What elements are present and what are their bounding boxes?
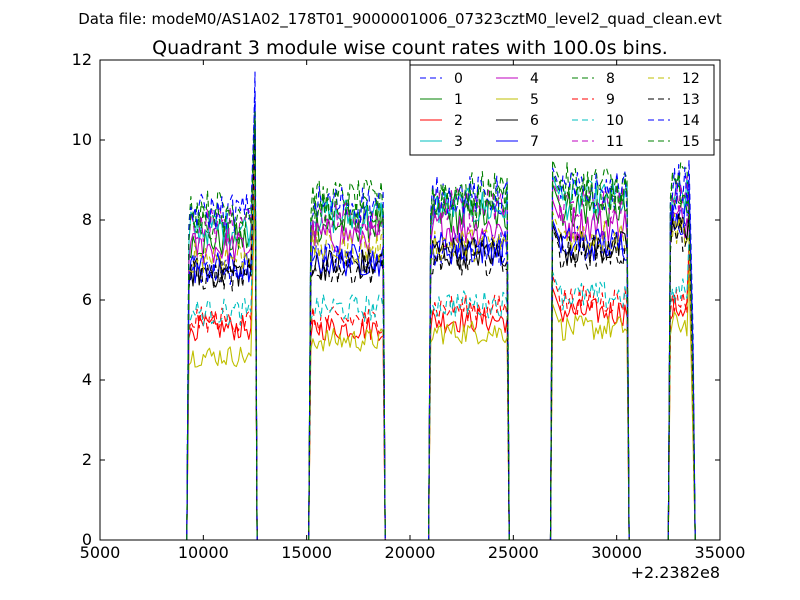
legend-label-12: 12 [682,71,700,87]
x-tick-label: 35000 [695,543,746,562]
series-line-9 [186,155,696,540]
x-tick-label: 20000 [385,543,436,562]
y-tick-label: 4 [82,370,92,389]
y-tick-label: 8 [82,210,92,229]
x-tick-label: 30000 [591,543,642,562]
legend-label-4: 4 [530,71,539,87]
legend-box [409,64,715,156]
legend-label-11: 11 [606,134,624,150]
x-tick-label: 25000 [488,543,539,562]
x-tick-label: 10000 [178,543,229,562]
series-layer [186,71,696,540]
legend-label-3: 3 [454,134,463,150]
legend-label-14: 14 [682,113,700,129]
series-line-2 [186,159,696,540]
legend-label-2: 2 [454,113,463,129]
series-line-7 [186,103,696,540]
x-tick-label: 15000 [281,543,332,562]
y-tick-label: 2 [82,450,92,469]
axis-ticks: 5000 10000 15000 20000 25000 30000 35000 0 2 4 6 8 1… [72,50,746,562]
legend-label-1: 1 [454,92,463,108]
y-tick-label: 0 [82,530,92,549]
y-tick-label: 12 [72,50,92,69]
series-line-14 [186,91,696,540]
legend-label-9: 9 [606,92,615,108]
series-line-8 [186,119,696,540]
legend-label-7: 7 [530,134,539,150]
series-line-5 [186,179,696,540]
legend-label-6: 6 [530,113,539,129]
x-offset-label: +2.2382e8 [631,563,720,582]
series-line-13 [186,127,696,540]
legend-label-5: 5 [530,92,539,108]
legend-label-10: 10 [606,113,624,129]
series-line-0 [186,71,696,540]
y-tick-label: 6 [82,290,92,309]
y-tick-label: 10 [72,130,92,149]
chart-title: Quadrant 3 module wise count rates with … [152,37,668,59]
legend-label-13: 13 [682,92,700,108]
x-tick-label: 5000 [80,543,121,562]
series-line-3 [186,131,696,540]
series-line-11 [186,135,696,540]
legend-label-0: 0 [454,71,463,87]
series-line-4 [186,139,696,540]
figure-suptitle: Data file: modeM0/AS1A02_178T01_90000010… [78,10,722,29]
legend-label-8: 8 [606,71,615,87]
legend-label-15: 15 [682,134,700,150]
series-line-10 [186,147,696,540]
series-line-15 [186,111,696,540]
